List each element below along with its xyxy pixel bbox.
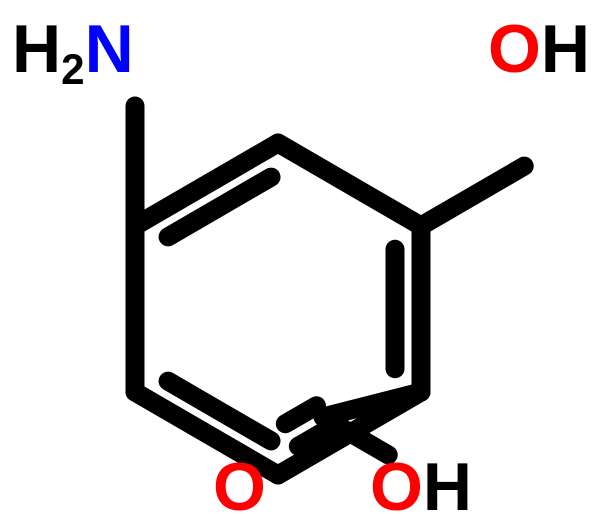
label-o-dbl: O: [213, 449, 266, 514]
bond-C2-C3: [278, 143, 421, 226]
label-oh-acid: OH: [370, 449, 472, 514]
label-oh-ring: OH: [488, 11, 590, 87]
bond-C2-O_oh_ring: [421, 166, 524, 226]
bond-C7-O_dbl-a: [285, 406, 316, 424]
label-nh2: H2N: [12, 11, 134, 93]
molecule-diagram: H2N OH O OH: [0, 0, 607, 514]
